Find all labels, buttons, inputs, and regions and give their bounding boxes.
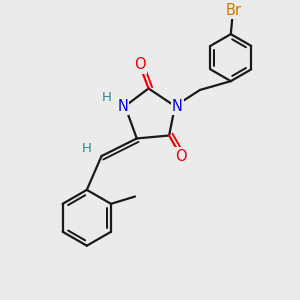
Text: H: H (82, 142, 92, 155)
Text: O: O (134, 58, 146, 73)
Text: N: N (117, 99, 128, 114)
Text: O: O (175, 148, 187, 164)
Text: Br: Br (225, 2, 241, 17)
Text: H: H (102, 92, 112, 104)
Text: N: N (172, 99, 183, 114)
